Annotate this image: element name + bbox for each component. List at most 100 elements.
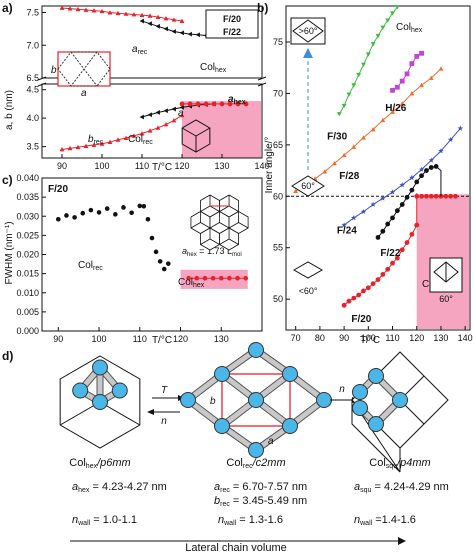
honeycomb-edge <box>219 222 230 229</box>
column-node <box>214 366 230 382</box>
axis-break-left-mask <box>38 79 46 83</box>
panel-c-ylabel: FWHM (nm⁻¹) <box>4 221 15 284</box>
data-point <box>399 101 405 106</box>
legend-f20: F/20 <box>223 14 241 24</box>
data-point-a <box>147 13 153 18</box>
data-point <box>404 194 410 200</box>
data-point-a <box>91 8 97 13</box>
honeycomb-edge <box>190 222 201 229</box>
squ-side-left <box>351 398 401 473</box>
data-point <box>394 5 400 10</box>
data-point <box>385 266 391 272</box>
xtick-label: 70 <box>291 333 301 343</box>
data-point <box>448 193 454 199</box>
series-line-b <box>61 114 183 150</box>
inset-lt60-label: <60° <box>299 286 318 296</box>
data-point-a <box>163 26 168 32</box>
data-point <box>356 72 362 78</box>
xtick-label: 90 <box>57 161 67 171</box>
data-point-b <box>155 110 160 115</box>
panel-d-label: d) <box>2 349 13 363</box>
data-point <box>399 78 405 84</box>
xtick-label: 120 <box>174 161 189 171</box>
column-node <box>392 392 408 408</box>
data-point <box>351 83 357 88</box>
series-label-H-26: H/26 <box>385 103 407 114</box>
data-point-a <box>163 16 169 21</box>
data-point <box>137 203 143 209</box>
inset-eq60-label: 60° <box>301 181 315 191</box>
data-point <box>370 281 376 287</box>
data-point-a <box>195 32 200 38</box>
honeycomb-edge <box>209 238 220 245</box>
legend-f22: F/22 <box>223 27 241 37</box>
data-point-a <box>147 21 152 27</box>
data-point <box>141 204 147 209</box>
data-point-a <box>123 11 129 16</box>
data-point-a <box>171 17 177 22</box>
data-point <box>202 275 208 281</box>
data-point <box>157 259 163 264</box>
data-point <box>370 127 376 132</box>
column-node <box>92 394 108 410</box>
honeycomb-edge <box>209 205 220 212</box>
data-point <box>414 222 420 228</box>
column-node <box>248 442 264 458</box>
f22-transition-line <box>435 166 442 197</box>
colhex-region <box>182 101 261 158</box>
panel-d-drawings: Tn b a n <box>59 342 449 473</box>
data-point <box>394 84 400 90</box>
data-point <box>385 221 391 227</box>
data-point <box>243 275 249 281</box>
data-point-b <box>99 141 105 146</box>
data-point <box>390 87 395 93</box>
data-point <box>385 18 391 23</box>
phase-rec-name: Colrec/c2mm <box>226 457 285 470</box>
panel-c: c) FWHM (nm⁻¹) 0.000 0.005 0.010 0.015 0.020… <box>2 173 263 346</box>
data-point <box>438 148 444 154</box>
xtick-label: 120 <box>409 333 424 343</box>
data-point <box>341 152 347 158</box>
data-point-a <box>139 18 144 24</box>
phase-rec-param-a: arec = 6.70-7.57 nm <box>214 481 307 494</box>
series-label-F-30: F/30 <box>327 132 347 143</box>
data-point-a <box>195 101 201 107</box>
data-point <box>341 302 347 308</box>
data-point <box>218 275 224 281</box>
ytick-label: 0.020 <box>16 250 39 260</box>
data-point <box>80 210 86 216</box>
xtick-label: 110 <box>385 333 399 343</box>
panel-b: b) Inner angle/° 50 55 60 65 70 75 70 80 90 100 11… <box>257 1 473 346</box>
data-point <box>375 235 381 240</box>
panel-b-xlabel: T/°C <box>360 335 380 346</box>
xtick-label: 100 <box>92 334 107 344</box>
rec-cell-b: b <box>51 65 57 76</box>
data-point <box>409 231 415 237</box>
ytick-label: 50 <box>273 294 283 304</box>
data-point <box>104 206 110 211</box>
data-point <box>361 62 366 68</box>
data-point-a <box>179 18 185 23</box>
data-point <box>365 52 371 57</box>
honeycomb-edge <box>200 205 211 212</box>
data-point <box>360 208 367 215</box>
data-point <box>443 193 449 199</box>
panel-b-plot: 50 55 60 65 70 75 70 80 90 100 110 120 130 140 F/30 H/2… <box>273 5 473 343</box>
data-point-b <box>163 108 168 114</box>
data-point-b <box>75 144 81 150</box>
ytick-label: 0.000 <box>16 326 39 336</box>
data-point <box>424 193 429 199</box>
data-point <box>447 136 454 143</box>
panel-b-ylabel: Inner angle/° <box>264 137 275 194</box>
column-node <box>180 392 196 408</box>
data-point-a <box>203 101 209 107</box>
data-point-a <box>219 101 225 107</box>
data-point <box>380 272 386 277</box>
data-point <box>361 135 366 140</box>
data-point <box>404 71 410 77</box>
column-node <box>72 382 89 399</box>
data-point <box>375 277 381 282</box>
data-point <box>390 11 395 16</box>
axis-break-right-mask <box>258 79 266 83</box>
ytick-top-label: 7.0 <box>26 40 39 50</box>
